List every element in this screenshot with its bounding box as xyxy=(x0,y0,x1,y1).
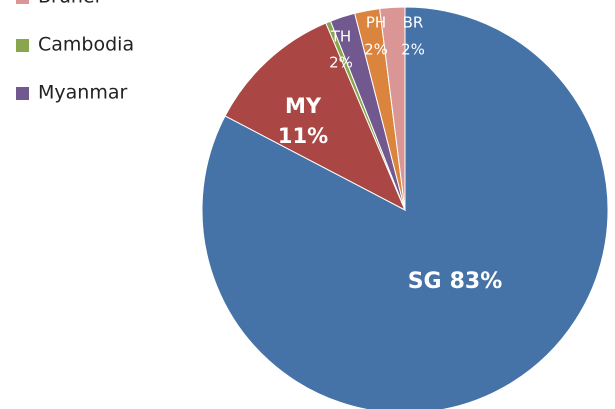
slice-name: SG xyxy=(408,269,442,294)
value-label: 2% xyxy=(329,54,353,72)
pie-slice xyxy=(379,6,406,211)
legend-label: Myanmar xyxy=(38,82,127,104)
legend-swatch xyxy=(16,87,29,100)
value-label: 2% xyxy=(364,41,388,59)
legend-swatch xyxy=(16,0,29,4)
value-label: 11% xyxy=(278,124,328,148)
legend-label: Brunei xyxy=(38,0,100,8)
value-label: 83% xyxy=(450,269,503,294)
slice-name: BR xyxy=(403,14,424,32)
legend-swatch xyxy=(16,39,29,52)
slice-name: TH xyxy=(330,28,351,46)
legend-label: Cambodia xyxy=(38,34,134,56)
slice-name: PH xyxy=(366,14,386,32)
pie-slice xyxy=(224,22,407,212)
data-label: SG 83% xyxy=(408,269,503,294)
value-label: 2% xyxy=(401,41,425,59)
slice-name: MY xyxy=(285,94,322,118)
